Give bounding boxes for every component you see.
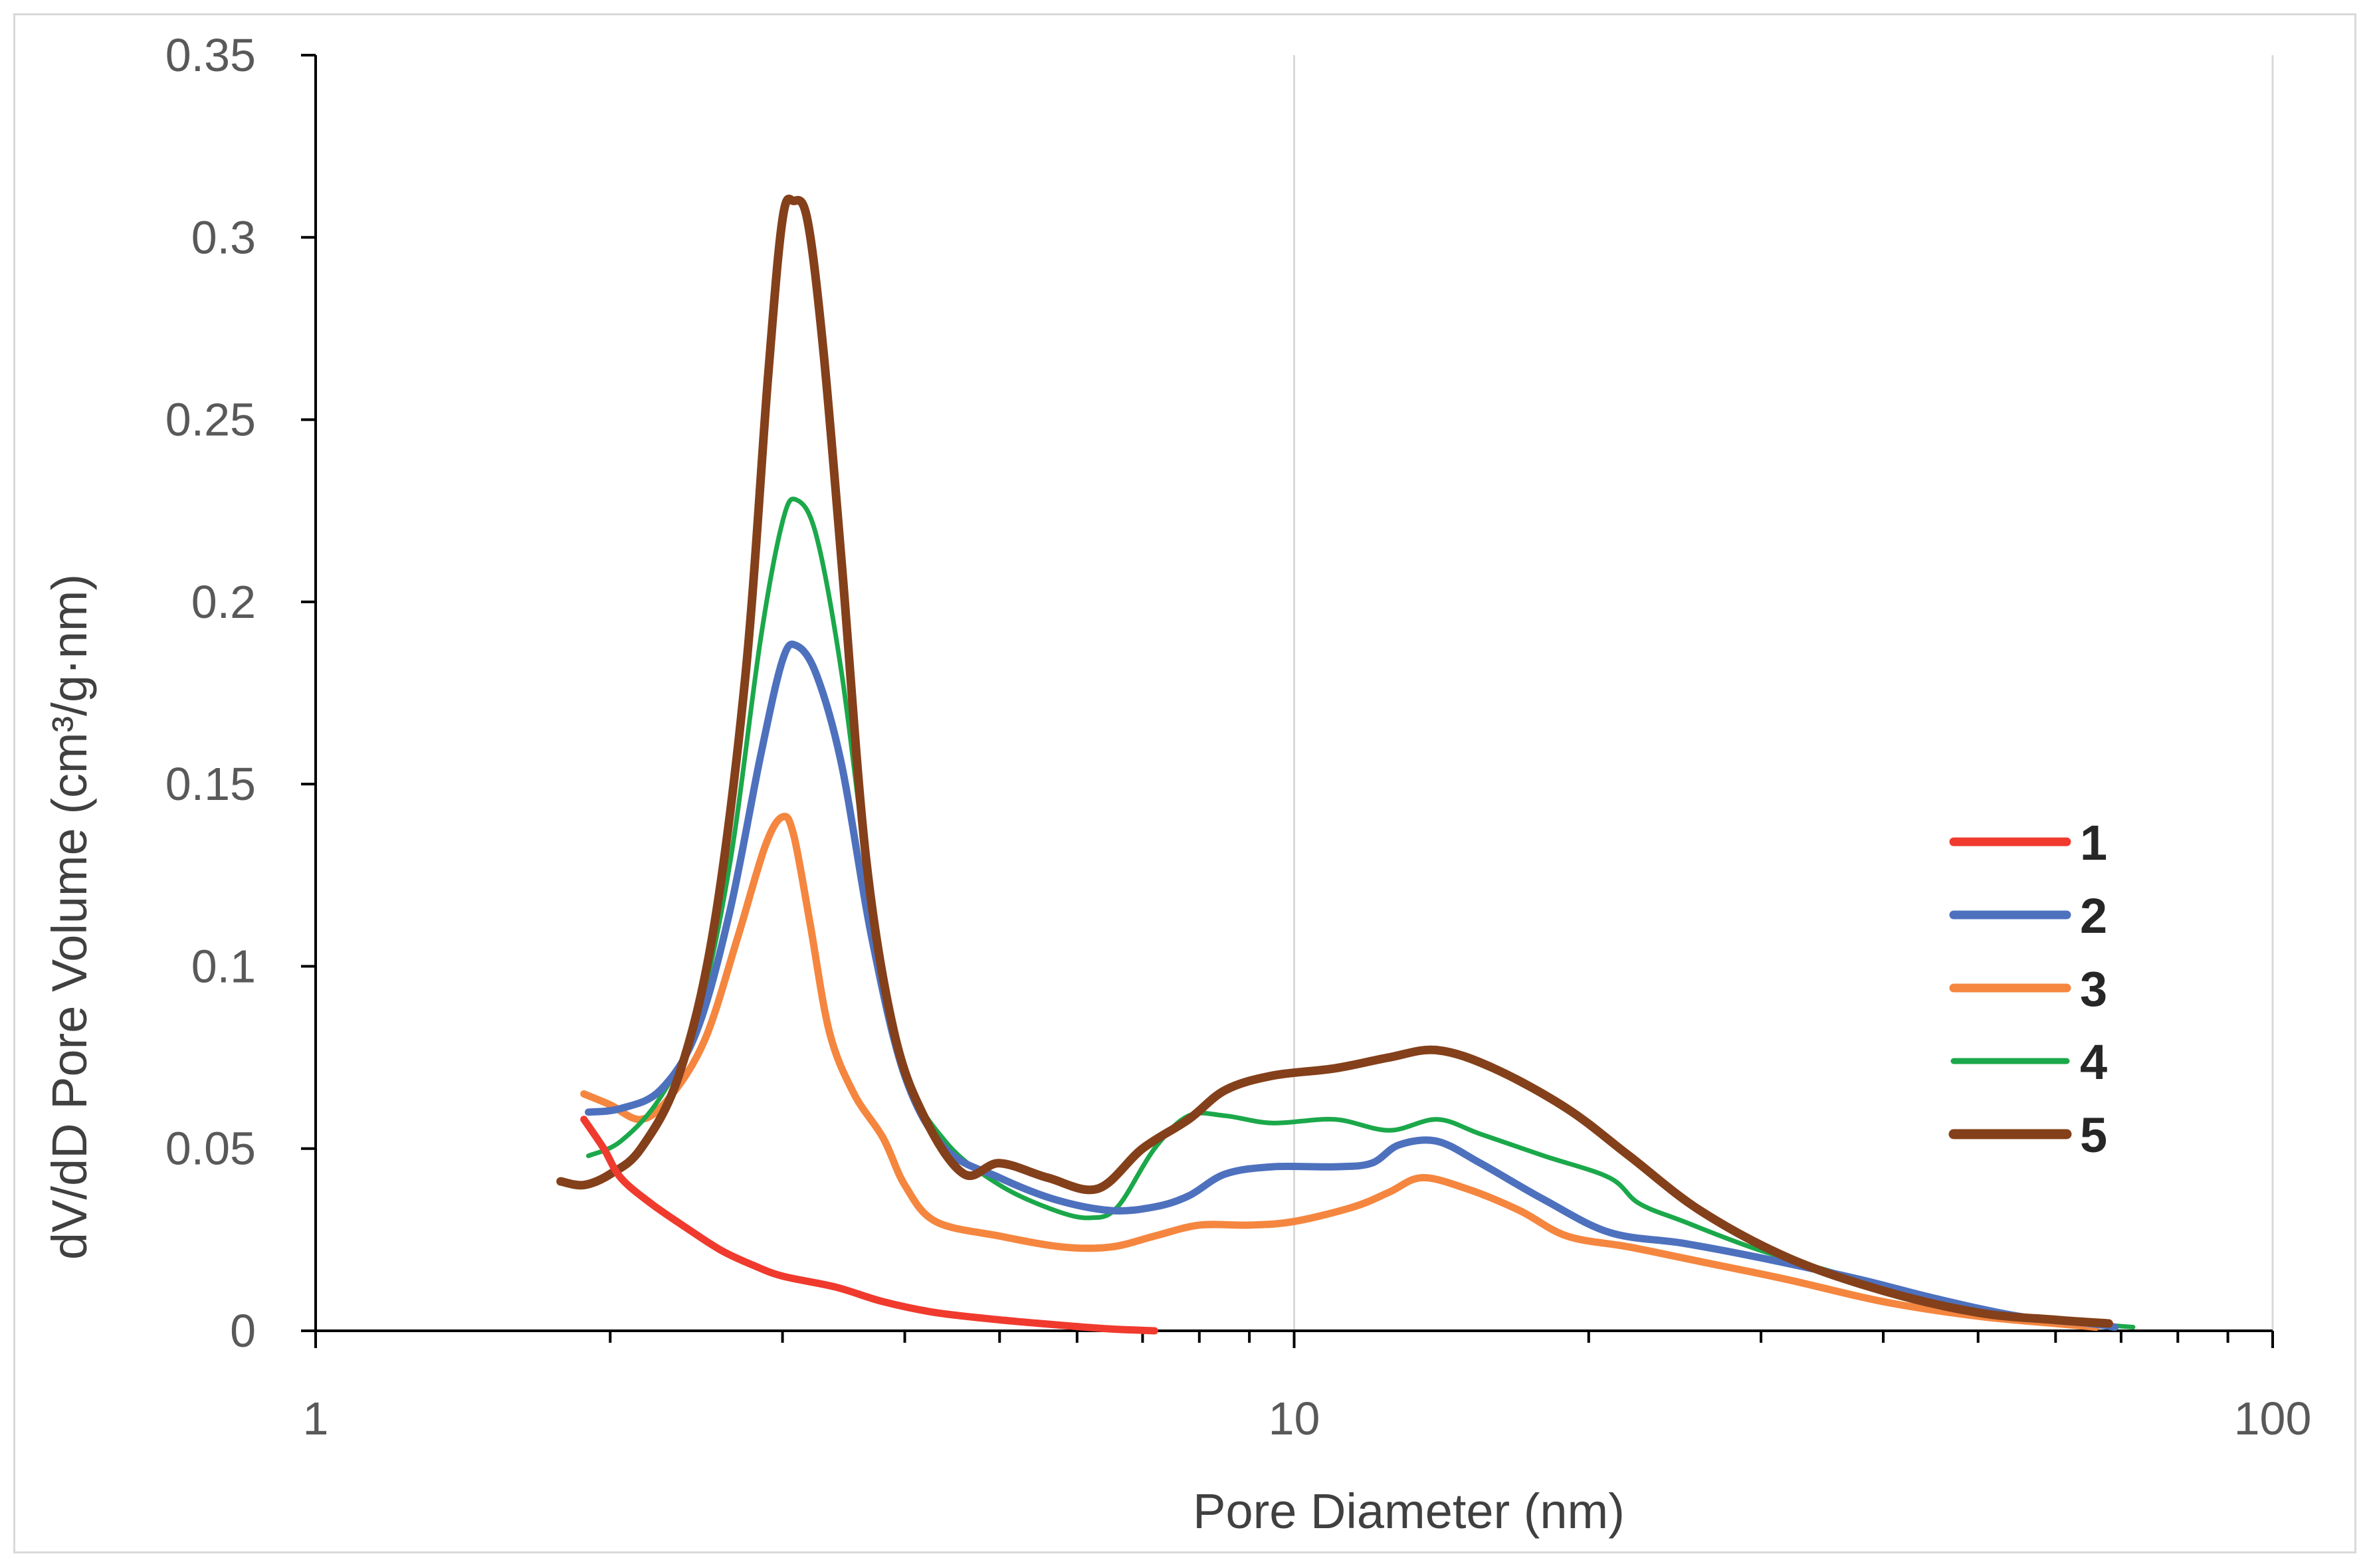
series-line-2	[585, 640, 2119, 1331]
x-axis-ticks: 1 10 100	[303, 1331, 2312, 1444]
x-tick-label: 100	[2234, 1393, 2312, 1444]
y-tick-label: 0.15	[165, 758, 256, 810]
series-line-4	[586, 496, 2136, 1329]
y-tick-label: 0.3	[191, 211, 256, 263]
y-tick-label: 0.05	[165, 1123, 256, 1175]
y-tick-label: 0	[230, 1305, 256, 1357]
x-tick-label: 1	[303, 1393, 329, 1444]
x-tick-label: 10	[1269, 1393, 1320, 1444]
y-axis-ticks: 0 0.05 0.1 0.15 0.2 0.25 0.3 0.35	[165, 29, 316, 1357]
x-axis-title: Pore Diameter (nm)	[1193, 1484, 1625, 1539]
y-tick-label: 0.25	[165, 394, 256, 446]
legend: 1 2 3 4 5	[1948, 815, 2107, 1163]
y-axis-title: dV/dD Pore Volume (cm³/g·nm)	[42, 574, 97, 1260]
legend-label-2: 2	[2080, 888, 2107, 943]
series-line-1	[580, 1116, 1158, 1335]
y-tick-label: 0.2	[191, 576, 256, 628]
legend-label-4: 4	[2080, 1034, 2107, 1090]
y-tick-label: 0.1	[191, 940, 256, 992]
legend-label-5: 5	[2080, 1108, 2107, 1163]
chart-frame	[13, 13, 2356, 1553]
series-lines	[556, 194, 2136, 1335]
legend-label-1: 1	[2080, 815, 2107, 870]
series-line-3	[580, 813, 2100, 1331]
y-tick-label: 0.35	[165, 29, 256, 81]
series-line-5	[556, 194, 2113, 1328]
legend-label-3: 3	[2080, 961, 2107, 1017]
gridlines	[1293, 55, 2274, 1331]
